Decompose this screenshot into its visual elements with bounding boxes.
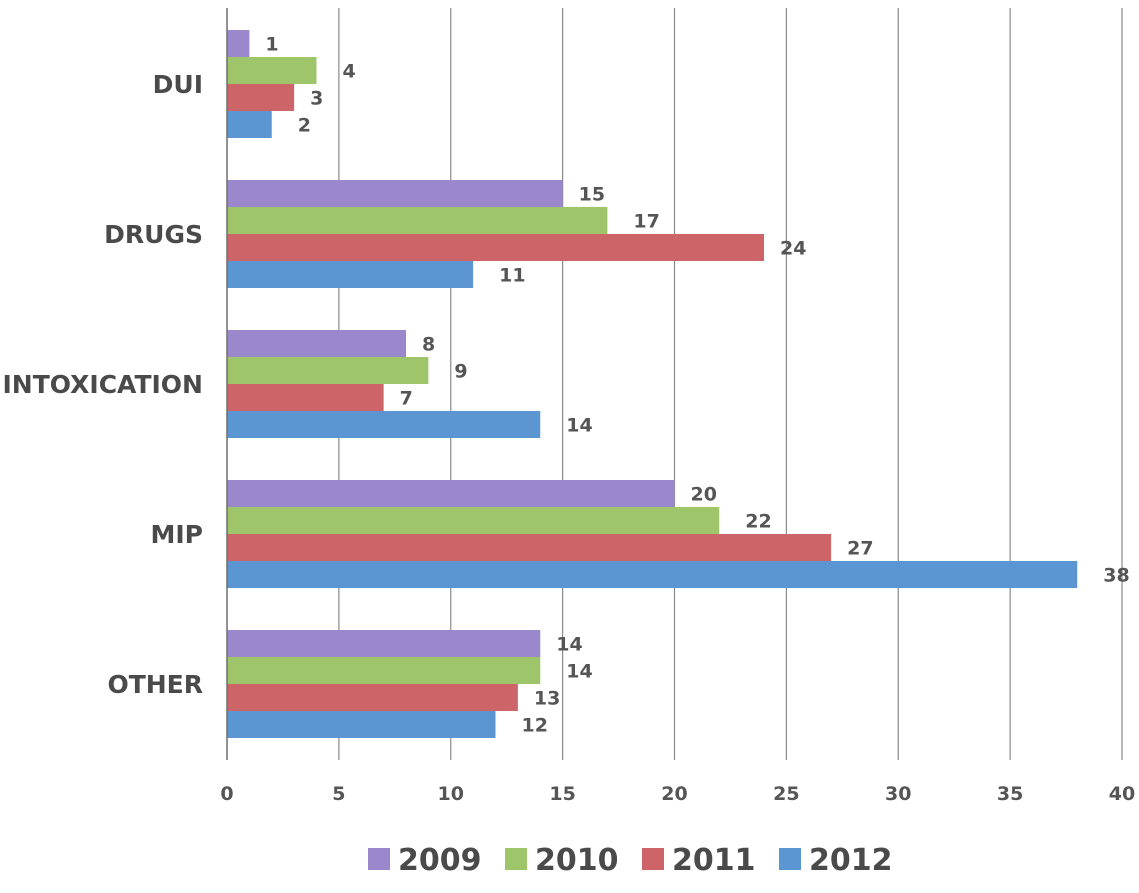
bar-other-2010	[227, 657, 541, 684]
x-tick-label-20: 20	[661, 783, 687, 805]
bar-mip-2010	[227, 507, 720, 534]
bar-other-2012	[227, 711, 496, 738]
legend-swatch-2011	[642, 848, 664, 870]
data-label-intoxication-2011: 7	[400, 388, 413, 410]
legend-label-2010: 2010	[535, 843, 619, 878]
data-label-mip-2012: 38	[1103, 565, 1129, 587]
x-tick-label-10: 10	[438, 783, 464, 805]
legend-label-2009: 2009	[398, 843, 482, 878]
bar-dui-2010	[227, 57, 317, 84]
data-label-dui-2011: 3	[310, 88, 323, 110]
axes: 0 5 10 15 20 25 30 35 40 DUI DRUGS INTOXICATION MIP O…	[2, 8, 1135, 805]
bar-drugs-2011	[227, 234, 764, 261]
bar-intoxication-2010	[227, 357, 429, 384]
data-label-mip-2009: 20	[691, 484, 717, 506]
category-label-other: OTHER	[107, 670, 203, 699]
data-label-dui-2012: 2	[298, 115, 311, 137]
bar-mip-2012	[227, 561, 1078, 588]
x-tick-label-0: 0	[220, 783, 233, 805]
bar-drugs-2012	[227, 261, 474, 288]
data-label-drugs-2010: 17	[633, 211, 659, 233]
data-label-dui-2009: 1	[265, 34, 278, 56]
data-label-intoxication-2012: 14	[566, 415, 592, 437]
data-label-other-2011: 13	[534, 688, 560, 710]
x-tick-label-15: 15	[549, 783, 575, 805]
legend-swatch-2012	[779, 848, 801, 870]
data-label-other-2010: 14	[566, 661, 592, 683]
data-label-other-2009: 14	[556, 634, 582, 656]
bar-mip-2011	[227, 534, 832, 561]
x-tick-label-25: 25	[773, 783, 799, 805]
legend-swatch-2010	[505, 848, 527, 870]
bar-mip-2009	[227, 480, 675, 507]
x-tick-label-40: 40	[1109, 783, 1135, 805]
gridlines	[338, 8, 1123, 760]
data-label-mip-2011: 27	[847, 538, 873, 560]
data-label-dui-2010: 4	[343, 61, 356, 83]
data-label-other-2012: 12	[522, 715, 548, 737]
category-label-intoxication: INTOXICATION	[2, 370, 203, 399]
legend: 2009 2010 2011 2012	[368, 843, 893, 878]
bars	[227, 30, 1078, 738]
bar-intoxication-2009	[227, 330, 406, 357]
category-label-drugs: DRUGS	[104, 220, 203, 249]
x-tick-label-35: 35	[997, 783, 1023, 805]
bar-dui-2009	[227, 30, 250, 57]
category-label-dui: DUI	[153, 70, 203, 99]
data-label-drugs-2012: 11	[499, 265, 525, 287]
bar-dui-2012	[227, 111, 272, 138]
legend-swatch-2009	[368, 848, 390, 870]
x-tick-label-30: 30	[885, 783, 911, 805]
bar-drugs-2009	[227, 180, 563, 207]
bar-intoxication-2012	[227, 411, 541, 438]
data-label-drugs-2009: 15	[579, 184, 605, 206]
data-label-intoxication-2009: 8	[422, 334, 435, 356]
data-label-mip-2010: 22	[745, 511, 771, 533]
legend-label-2011: 2011	[672, 843, 756, 878]
category-label-mip: MIP	[150, 520, 203, 549]
bar-dui-2011	[227, 84, 295, 111]
bar-other-2009	[227, 630, 541, 657]
legend-label-2012: 2012	[809, 843, 893, 878]
bar-intoxication-2011	[227, 384, 384, 411]
data-label-intoxication-2010: 9	[454, 361, 467, 383]
data-label-drugs-2011: 24	[780, 238, 806, 260]
x-tick-label-5: 5	[332, 783, 345, 805]
bar-drugs-2010	[227, 207, 608, 234]
bar-other-2011	[227, 684, 518, 711]
